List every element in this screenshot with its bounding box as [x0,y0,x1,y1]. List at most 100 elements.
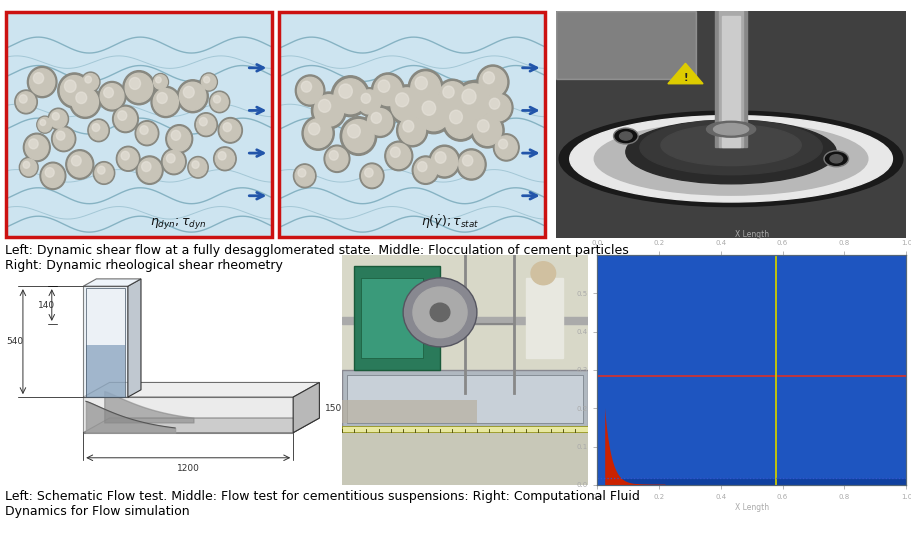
Ellipse shape [707,121,755,137]
Circle shape [415,93,453,134]
Circle shape [358,90,381,114]
Circle shape [298,77,322,104]
Text: Left: Dynamic shear flow at a fully desagglomerated state. Middle: Flocculation : Left: Dynamic shear flow at a fully desa… [5,244,629,272]
Circle shape [40,162,66,190]
Circle shape [54,128,74,150]
Bar [353,266,440,370]
Circle shape [223,123,231,132]
Circle shape [46,168,55,177]
Circle shape [200,73,218,91]
Circle shape [113,105,138,133]
Circle shape [347,124,361,138]
Circle shape [38,117,52,132]
Circle shape [118,148,138,169]
Bar [362,278,423,358]
Circle shape [215,149,234,169]
Circle shape [157,93,168,104]
Circle shape [154,75,168,89]
Circle shape [68,152,92,177]
Polygon shape [128,279,141,397]
Circle shape [374,76,402,106]
Ellipse shape [594,122,868,195]
Bar [722,15,740,147]
Circle shape [435,152,446,163]
Polygon shape [668,63,703,84]
X-axis label: X Length: X Length [734,503,769,512]
Circle shape [65,80,77,92]
Circle shape [391,88,423,122]
Circle shape [486,94,511,121]
Circle shape [378,80,390,92]
Circle shape [214,147,236,171]
Circle shape [30,68,55,95]
Circle shape [98,82,126,111]
Circle shape [177,80,209,113]
Bar [342,426,588,432]
Circle shape [298,169,306,177]
Circle shape [471,113,504,148]
Circle shape [494,134,519,161]
Circle shape [189,158,207,176]
Polygon shape [86,345,125,397]
Circle shape [431,147,457,176]
Circle shape [356,88,383,116]
Circle shape [135,121,159,146]
Circle shape [60,76,88,106]
Circle shape [422,101,435,115]
Circle shape [415,77,427,89]
Circle shape [362,165,383,187]
Bar [719,7,743,147]
Ellipse shape [640,120,823,175]
Circle shape [72,88,98,116]
Ellipse shape [661,125,802,165]
Circle shape [26,135,48,159]
Circle shape [213,95,220,103]
Circle shape [319,99,331,112]
Bar [342,317,588,324]
Circle shape [445,105,476,138]
Circle shape [483,72,495,84]
Circle shape [29,139,38,149]
Circle shape [16,92,36,112]
Circle shape [312,92,346,129]
Circle shape [56,131,65,140]
Circle shape [384,141,413,171]
Circle shape [396,114,428,147]
Circle shape [71,156,81,166]
Circle shape [137,156,163,184]
Ellipse shape [626,120,836,184]
Circle shape [34,73,44,84]
Circle shape [367,109,393,135]
Circle shape [498,139,507,149]
Circle shape [371,112,382,123]
Circle shape [89,121,107,140]
Circle shape [115,107,137,130]
Circle shape [417,162,427,172]
Circle shape [24,133,50,162]
Circle shape [218,152,226,160]
Circle shape [614,128,638,144]
Circle shape [42,164,64,187]
Circle shape [219,118,242,143]
Circle shape [459,151,484,178]
Circle shape [87,119,109,142]
Circle shape [295,165,314,186]
Circle shape [153,89,179,115]
Circle shape [479,67,507,96]
Circle shape [415,158,437,182]
Circle shape [141,162,151,172]
Ellipse shape [559,111,903,207]
Circle shape [443,102,479,141]
Bar [715,0,747,147]
Circle shape [364,168,374,177]
Circle shape [324,145,350,173]
Circle shape [531,262,556,285]
Circle shape [824,151,848,167]
Circle shape [302,81,312,92]
Circle shape [339,84,353,98]
Circle shape [361,93,371,104]
Circle shape [439,82,466,111]
Circle shape [95,163,113,182]
Ellipse shape [569,116,893,202]
Circle shape [48,108,68,130]
